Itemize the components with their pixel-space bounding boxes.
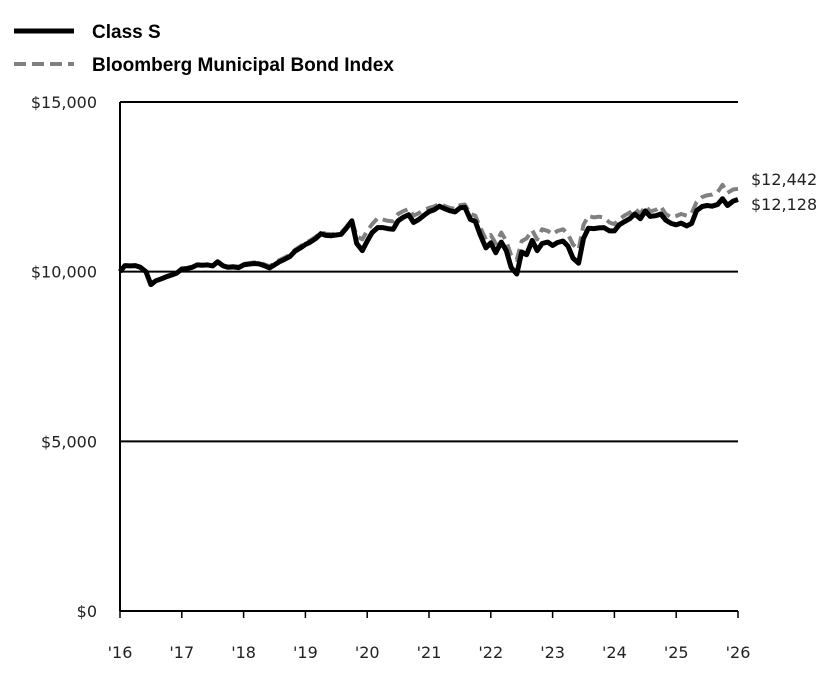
end-label-class-s: $12,128 [751,195,817,214]
y-tick-label: $5,000 [41,432,97,451]
end-labels: $12,442 $12,128 [751,170,817,214]
x-tick-label: '21 [417,643,442,662]
x-tick-label: '19 [293,643,318,662]
series-layer [118,182,739,288]
x-tick-label: '17 [169,643,194,662]
legend-label-bloomberg-index: Bloomberg Municipal Bond Index [92,55,394,76]
x-tick-label: '24 [602,643,627,662]
grid-lines [120,101,738,443]
y-tick-label: $0 [77,602,97,621]
x-tick-label: '22 [478,643,503,662]
legend: Class S Bloomberg Municipal Bond Index [14,22,394,76]
x-tick-labels: '16 '17 '18 '19 '20 '21 '22 '23 '24 '25 '26 [108,643,751,662]
x-tick-label: '25 [664,643,689,662]
x-tick-label: '16 [108,643,133,662]
x-tick-label: '20 [355,643,380,662]
legend-label-class-s: Class S [92,22,161,43]
series-line-class-s [118,196,739,288]
x-tick-label: '18 [231,643,256,662]
x-tick-label: '23 [540,643,565,662]
y-tick-label: $15,000 [31,93,97,112]
x-tick-label: '26 [726,643,751,662]
y-tick-labels: $0 $5,000 $10,000 $15,000 [31,93,97,621]
axes [119,102,739,618]
series-line-bloomberg-index [118,182,739,286]
end-label-bloomberg-index: $12,442 [751,170,817,189]
y-tick-label: $10,000 [31,263,97,282]
